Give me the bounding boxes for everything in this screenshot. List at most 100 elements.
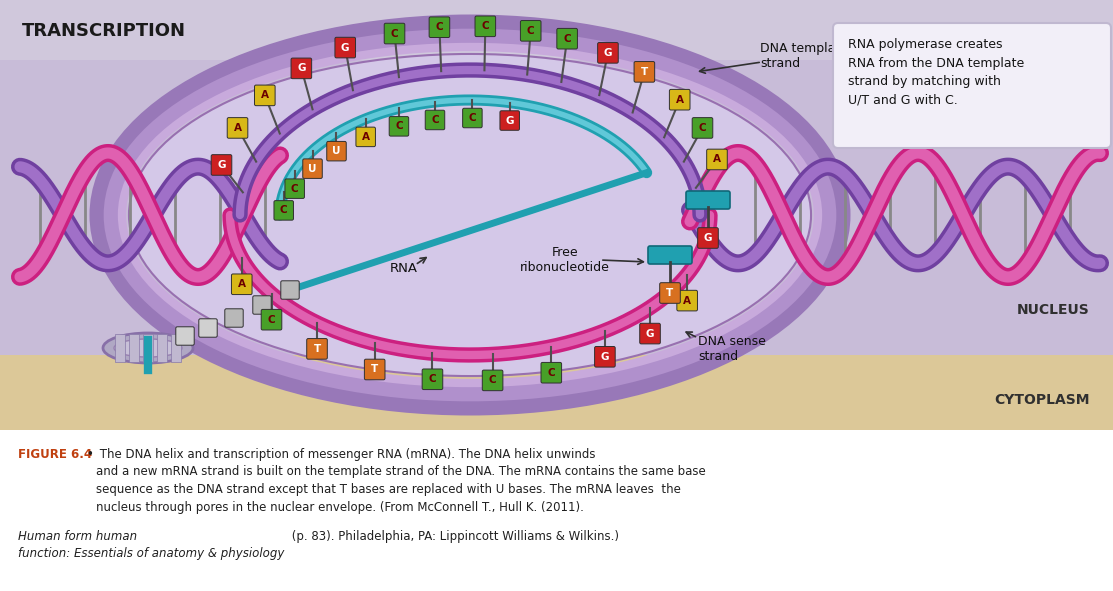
Text: A: A: [676, 95, 683, 105]
FancyBboxPatch shape: [327, 141, 346, 161]
Text: DNA sense
strand: DNA sense strand: [698, 335, 766, 363]
Text: C: C: [489, 375, 496, 385]
FancyBboxPatch shape: [677, 290, 698, 311]
Text: Free
ribonucleotide: Free ribonucleotide: [520, 246, 610, 274]
FancyBboxPatch shape: [430, 17, 450, 37]
Text: C: C: [526, 26, 534, 36]
Text: Human form human
function: Essentials of anatomy & physiology: Human form human function: Essentials of…: [18, 530, 285, 560]
Text: C: C: [391, 28, 398, 38]
Text: G: G: [217, 160, 226, 170]
Bar: [171, 334, 181, 362]
FancyBboxPatch shape: [307, 339, 327, 359]
Ellipse shape: [130, 55, 810, 375]
Bar: [115, 334, 125, 362]
Text: C: C: [290, 184, 298, 194]
Text: C: C: [482, 21, 489, 31]
FancyBboxPatch shape: [422, 369, 443, 389]
Text: G: G: [601, 352, 609, 362]
Text: The DNA helix and transcription of messenger RNA (mRNA). The DNA helix unwinds
a: The DNA helix and transcription of messe…: [96, 448, 706, 514]
Text: A: A: [713, 154, 721, 164]
FancyBboxPatch shape: [255, 85, 275, 106]
FancyBboxPatch shape: [290, 58, 312, 79]
Text: U: U: [333, 146, 341, 156]
FancyBboxPatch shape: [594, 346, 615, 367]
Text: C: C: [429, 374, 436, 384]
FancyBboxPatch shape: [463, 108, 482, 128]
FancyBboxPatch shape: [176, 327, 194, 345]
FancyBboxPatch shape: [227, 118, 248, 138]
FancyBboxPatch shape: [211, 155, 232, 176]
FancyBboxPatch shape: [475, 16, 495, 37]
Bar: [157, 334, 167, 362]
FancyBboxPatch shape: [707, 149, 727, 170]
FancyBboxPatch shape: [482, 370, 503, 391]
FancyBboxPatch shape: [253, 296, 272, 314]
FancyBboxPatch shape: [364, 359, 385, 380]
Text: C: C: [268, 314, 275, 324]
Text: C: C: [563, 34, 571, 44]
FancyBboxPatch shape: [232, 274, 252, 294]
Text: A: A: [683, 296, 691, 306]
Text: G: G: [646, 329, 654, 339]
Text: FIGURE 6.4: FIGURE 6.4: [18, 448, 92, 461]
FancyBboxPatch shape: [692, 118, 712, 138]
Bar: [142, 334, 152, 362]
Text: DNA template
strand: DNA template strand: [760, 42, 848, 70]
Ellipse shape: [104, 333, 193, 363]
Text: A: A: [260, 90, 269, 100]
FancyBboxPatch shape: [356, 127, 375, 147]
FancyBboxPatch shape: [640, 323, 660, 344]
Text: U: U: [308, 164, 317, 174]
Text: T: T: [641, 67, 648, 77]
Text: G: G: [341, 43, 349, 53]
Text: A: A: [234, 123, 242, 133]
Text: (p. 83). Philadelphia, PA: Lippincott Williams & Wilkins.): (p. 83). Philadelphia, PA: Lippincott Wi…: [288, 530, 619, 543]
Text: C: C: [469, 113, 476, 123]
Text: C: C: [279, 206, 287, 215]
FancyBboxPatch shape: [660, 282, 680, 303]
FancyBboxPatch shape: [384, 23, 405, 44]
FancyBboxPatch shape: [274, 200, 294, 220]
Text: C: C: [699, 123, 707, 133]
FancyBboxPatch shape: [541, 362, 562, 383]
Text: A: A: [238, 280, 246, 289]
Text: TRANSCRIPTION: TRANSCRIPTION: [22, 22, 186, 40]
Text: RNA: RNA: [390, 261, 418, 274]
Text: CYTOPLASM: CYTOPLASM: [995, 393, 1090, 407]
Text: C: C: [435, 22, 443, 33]
FancyBboxPatch shape: [833, 23, 1111, 148]
FancyBboxPatch shape: [199, 319, 217, 337]
FancyBboxPatch shape: [521, 21, 541, 41]
FancyBboxPatch shape: [634, 61, 654, 82]
FancyBboxPatch shape: [698, 228, 718, 248]
FancyBboxPatch shape: [225, 309, 244, 327]
Text: T: T: [371, 365, 378, 375]
FancyBboxPatch shape: [425, 110, 445, 129]
FancyBboxPatch shape: [335, 37, 355, 58]
FancyBboxPatch shape: [556, 28, 578, 49]
Text: NUCLEUS: NUCLEUS: [1017, 303, 1090, 317]
Polygon shape: [0, 355, 1113, 430]
FancyBboxPatch shape: [303, 159, 323, 178]
Polygon shape: [0, 0, 1113, 430]
Text: •: •: [86, 448, 92, 461]
Text: T: T: [667, 288, 673, 298]
FancyBboxPatch shape: [648, 246, 692, 264]
FancyBboxPatch shape: [686, 191, 730, 209]
FancyBboxPatch shape: [390, 116, 408, 136]
Text: RNA polymerase creates
RNA from the DNA template
strand by matching with
U/T and: RNA polymerase creates RNA from the DNA …: [848, 38, 1024, 106]
Text: T: T: [314, 344, 321, 354]
FancyBboxPatch shape: [598, 43, 618, 63]
Text: C: C: [395, 121, 403, 131]
FancyBboxPatch shape: [285, 179, 305, 199]
Text: G: G: [297, 63, 306, 73]
Ellipse shape: [114, 339, 183, 357]
FancyBboxPatch shape: [262, 310, 282, 330]
Bar: [129, 334, 139, 362]
Text: G: G: [603, 48, 612, 58]
Text: G: G: [505, 115, 514, 125]
Text: C: C: [548, 368, 555, 378]
FancyBboxPatch shape: [669, 89, 690, 110]
Polygon shape: [0, 0, 1113, 60]
Text: G: G: [703, 233, 712, 243]
